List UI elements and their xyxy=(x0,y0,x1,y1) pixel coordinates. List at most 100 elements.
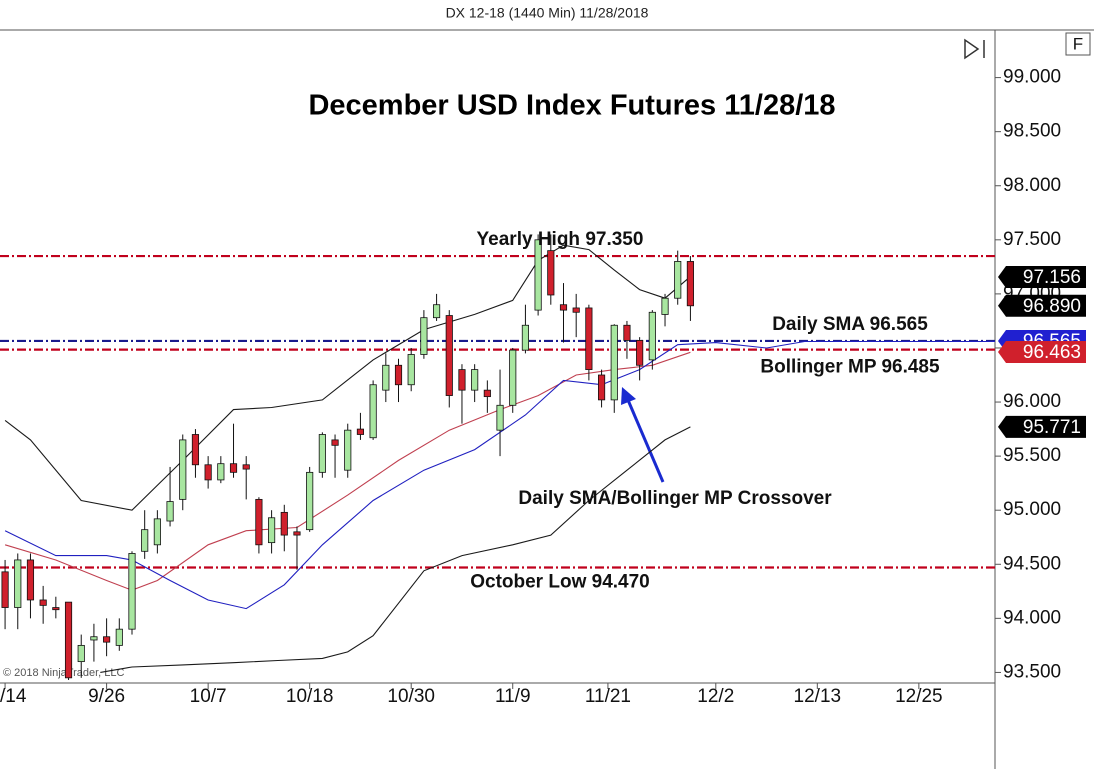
candle-body xyxy=(636,339,644,366)
x-tick-label: 11/9 xyxy=(495,686,531,707)
candle-body xyxy=(369,384,377,439)
candle-body xyxy=(52,607,60,611)
y-tick-label: 98.000 xyxy=(1003,175,1061,196)
y-tick-label: 94.000 xyxy=(1003,607,1061,628)
candle-body xyxy=(179,439,187,500)
y-tick-label: 96.000 xyxy=(1003,391,1061,412)
candle-body xyxy=(90,636,98,641)
y-tick-label: 97.500 xyxy=(1003,229,1061,250)
candle-body xyxy=(610,324,618,401)
button-label[interactable]: F xyxy=(1073,34,1083,53)
y-tick-label: 95.000 xyxy=(1003,499,1061,520)
candle-body xyxy=(674,261,682,299)
candle-body xyxy=(344,429,352,471)
candle-body xyxy=(1,571,9,608)
button-frame[interactable] xyxy=(1065,32,1091,56)
candle-body xyxy=(433,304,441,319)
candle-body xyxy=(103,636,111,643)
copyright: © 2018 NinjaTrader, LLC xyxy=(3,667,124,679)
indicator-line xyxy=(4,340,995,610)
candle-body xyxy=(229,463,238,473)
candle-body xyxy=(280,511,288,536)
annotation-arrowhead xyxy=(621,387,636,405)
price-tag-label: 97.156 xyxy=(1023,267,1081,288)
candle-body xyxy=(559,304,568,311)
y-tick-label: 94.500 xyxy=(1003,553,1061,574)
price-tag-label: 95.771 xyxy=(1023,417,1081,438)
candle-body xyxy=(420,317,428,355)
candle-body xyxy=(648,311,656,361)
price-tag xyxy=(998,294,1086,317)
candle-body xyxy=(77,644,85,663)
candle-body xyxy=(331,439,339,446)
level-label: Bollinger MP 96.485 xyxy=(760,357,940,378)
annotation: Daily SMA/Bollinger MP Crossover xyxy=(518,488,832,509)
candle-body xyxy=(509,349,517,406)
candle-body xyxy=(268,517,276,544)
candle-body xyxy=(64,601,73,679)
candle-body xyxy=(572,307,580,313)
candle-body xyxy=(445,315,453,396)
candle-body xyxy=(14,559,22,608)
candle-body xyxy=(166,501,174,522)
y-tick-label: 98.500 xyxy=(1003,121,1061,142)
price-tag xyxy=(998,415,1086,438)
indicator-line xyxy=(100,426,691,673)
price-tag xyxy=(998,266,1086,289)
candle-body xyxy=(191,434,200,466)
price-tag-label: 96.463 xyxy=(1023,342,1081,363)
level-label: October Low 94.470 xyxy=(470,572,650,593)
x-tick-label: 11/21 xyxy=(585,686,631,707)
candle-body xyxy=(521,324,529,351)
candle-body xyxy=(534,239,542,311)
candle-body xyxy=(471,369,479,391)
x-tick-label: 12/25 xyxy=(895,686,943,707)
candle-body xyxy=(661,297,669,315)
candle-body xyxy=(128,553,136,630)
candle-body xyxy=(356,428,365,435)
x-tick-label: /14 xyxy=(0,686,27,707)
x-tick-label: 9/26 xyxy=(88,686,125,707)
play-icon[interactable] xyxy=(964,38,980,60)
y-tick-label: 93.500 xyxy=(1003,661,1061,682)
candle-body xyxy=(382,364,390,391)
candle-body xyxy=(255,498,263,546)
candle-body xyxy=(318,434,326,473)
candle-body xyxy=(39,599,47,606)
candle-body xyxy=(217,463,225,481)
candle-body xyxy=(141,529,149,552)
candle-body xyxy=(496,404,504,431)
candle-body xyxy=(623,324,631,341)
candle-body xyxy=(597,374,606,401)
x-tick-label: 12/2 xyxy=(697,686,734,707)
candle-body xyxy=(585,307,593,371)
x-tick-label: 10/30 xyxy=(387,686,435,707)
chart-title: December USD Index Futures 11/28/18 xyxy=(308,90,835,122)
candle-body xyxy=(153,518,161,546)
candle-body xyxy=(26,559,35,601)
x-tick-label: 10/7 xyxy=(190,686,227,707)
candle-body xyxy=(547,250,555,296)
candle-body xyxy=(306,471,314,531)
candle-body xyxy=(458,369,466,391)
candle-body xyxy=(686,261,694,307)
candle-body xyxy=(483,389,491,398)
chart-header: DX 12-18 (1440 Min) 11/28/2018 xyxy=(446,5,649,21)
x-tick-label: 10/18 xyxy=(286,686,334,707)
candle-body xyxy=(204,464,212,481)
candle-body xyxy=(242,464,250,470)
annotation-arrow xyxy=(626,399,665,483)
level-label: Yearly High 97.350 xyxy=(477,229,644,250)
x-tick-label: 12/13 xyxy=(794,686,842,707)
price-tag-label: 96.890 xyxy=(1023,296,1081,317)
candle-body xyxy=(293,531,301,536)
plot xyxy=(0,234,995,680)
candle-body xyxy=(407,354,415,386)
y-tick-label: 99.000 xyxy=(1003,67,1061,88)
level-label: Daily SMA 96.565 xyxy=(772,314,928,335)
y-tick-label: 95.500 xyxy=(1003,445,1061,466)
candle-body xyxy=(115,628,123,646)
price-tag xyxy=(998,340,1086,363)
